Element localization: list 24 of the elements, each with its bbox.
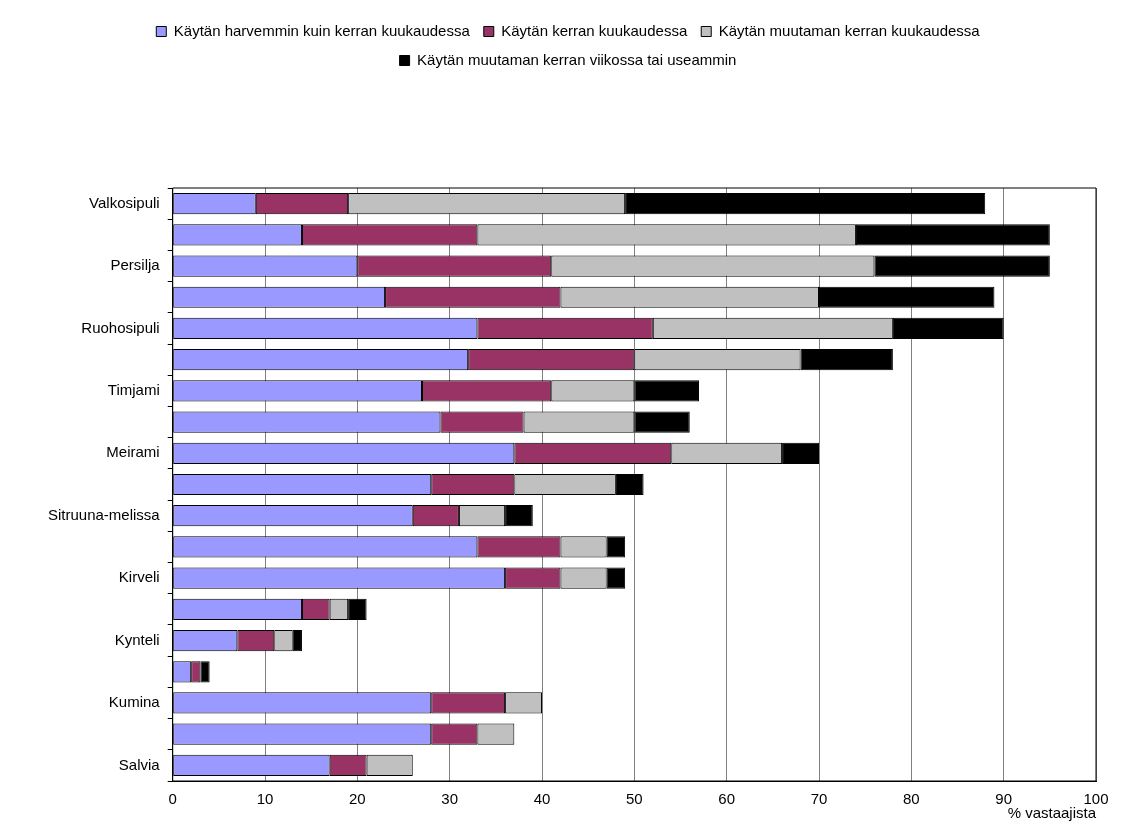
x-tick-label: 70 [810, 790, 828, 808]
x-tick-label: 80 [903, 790, 920, 808]
x-tick-label: 60 [718, 790, 736, 808]
bar [606, 536, 626, 558]
y-tick-label: Timjami [107, 381, 160, 399]
y-tick-label: Kynteli [114, 630, 160, 648]
y-tick-label: Kirveli [118, 568, 160, 586]
legend-label: Käytän kerran kuukaudessa [501, 21, 688, 39]
legend-label: Käytän harvemmin kuin kerran kuukaudessa [173, 21, 471, 39]
legend-label: Käytän muutaman kerran kuukaudessa [718, 21, 981, 39]
y-tick-label: Kumina [108, 693, 161, 711]
y-tick-label: Persilja [110, 256, 161, 274]
y-tick-label: Meirami [106, 443, 160, 461]
x-tick-label: 40 [533, 790, 551, 808]
y-tick-label: Salvia [118, 755, 161, 773]
y-tick-label: Valkosipuli [89, 193, 160, 211]
y-tick-label: Sitruuna-melissa [47, 505, 161, 523]
x-tick-label: 10 [256, 790, 274, 808]
legend-label: Käytän muutaman kerran viikossa tai useammin [417, 50, 737, 68]
x-tick-label: 50 [626, 790, 643, 808]
x-tick-label: 0 [168, 790, 177, 808]
x-tick-label: 20 [349, 790, 366, 808]
y-tick-label: Ruohosipuli [81, 318, 160, 336]
x-tick-label: 30 [441, 790, 459, 808]
